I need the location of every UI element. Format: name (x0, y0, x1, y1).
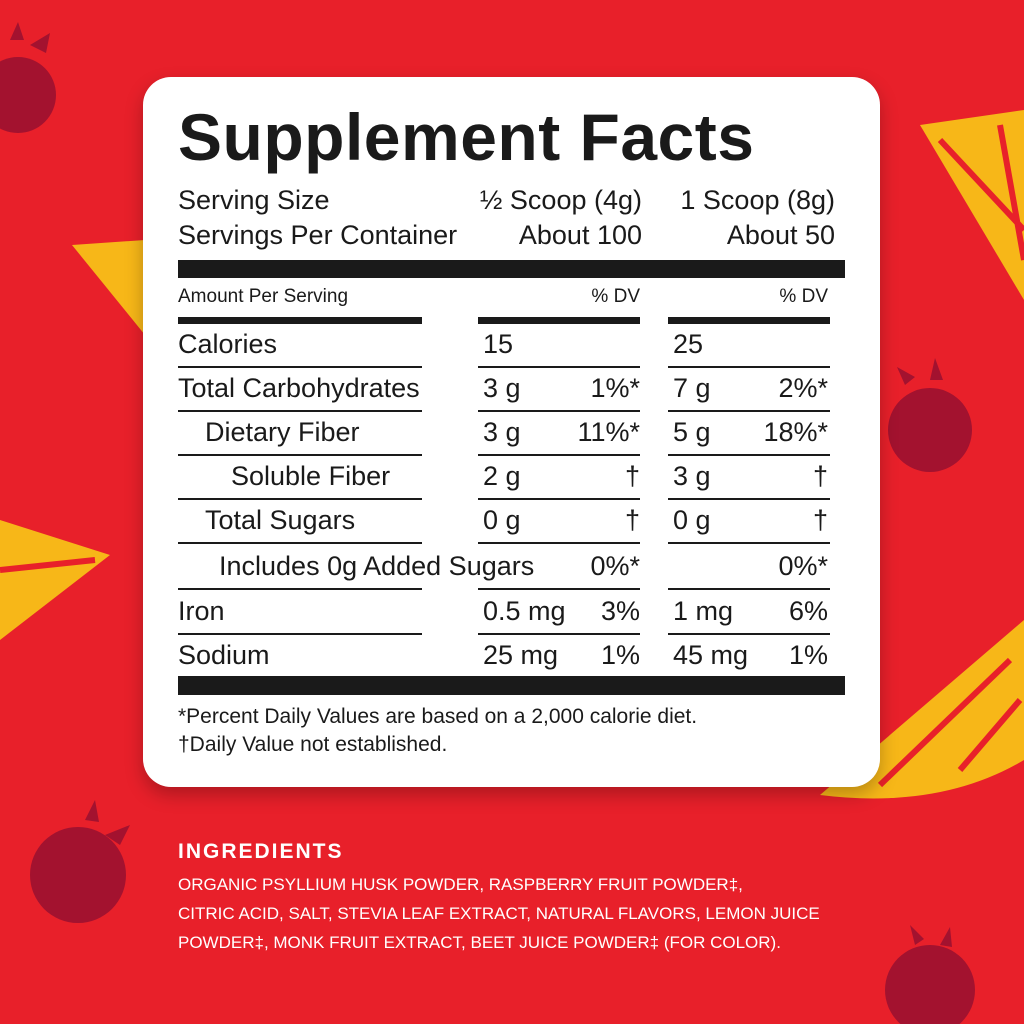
dv-half: 0%* (590, 551, 640, 581)
supplement-facts-card: Supplement Facts Serving Size ½ Scoop (4… (143, 77, 880, 787)
serving-size-label: Serving Size (178, 185, 330, 215)
row-divider (478, 410, 640, 412)
ingredients-line: CITRIC ACID, SALT, STEVIA LEAF EXTRACT, … (178, 904, 820, 923)
row-divider (178, 410, 422, 412)
amount-full: 0 g (673, 505, 711, 535)
dv-half: 1%* (590, 373, 640, 403)
row-divider (178, 588, 422, 590)
dv-full: 1% (788, 640, 828, 670)
raspberry-icon (888, 358, 972, 472)
nutrient-name: Total Sugars (205, 505, 356, 535)
amount-half: 15 (483, 329, 514, 359)
row-divider (478, 633, 640, 635)
nutrient-name: Dietary Fiber (205, 417, 360, 447)
row-divider (668, 410, 830, 412)
nutrient-name: Includes 0g Added Sugars (219, 551, 535, 581)
nutrient-name: Total Carbohydrates (178, 373, 420, 403)
footnote-dv: *Percent Daily Values are based on a 2,0… (178, 705, 698, 728)
amount-half: 0 g (483, 505, 521, 535)
dv-full: 2%* (778, 373, 828, 403)
nutrient-name: Soluble Fiber (231, 461, 391, 491)
dv-full: 0%* (778, 551, 828, 581)
dv-full: † (812, 505, 828, 535)
footnote-dagger: †Daily Value not established. (178, 733, 448, 756)
row-divider (178, 454, 422, 456)
row-divider (178, 498, 422, 500)
amount-half: 2 g (483, 461, 521, 491)
dv-half: † (624, 505, 640, 535)
thick-divider (178, 676, 845, 695)
serving-size-half: ½ Scoop (4g) (479, 185, 642, 215)
row-divider (178, 542, 422, 544)
thick-divider (178, 260, 845, 278)
row-divider (668, 498, 830, 500)
lemon-slice-icon (72, 240, 145, 335)
servings-full: About 50 (726, 220, 835, 250)
row-divider (478, 498, 640, 500)
dv-header-1: % DV (591, 286, 640, 307)
amount-full: 5 g (673, 417, 711, 447)
row-divider (668, 542, 830, 544)
amount-full: 45 mg (673, 640, 749, 670)
divider (178, 317, 422, 324)
nutrient-name: Iron (178, 596, 225, 626)
nutrient-name: Calories (178, 329, 278, 359)
row-divider (668, 366, 830, 368)
row-divider (478, 454, 640, 456)
dv-half: † (624, 461, 640, 491)
dv-half: 3% (600, 596, 640, 626)
row-divider (668, 588, 830, 590)
amount-full: 3 g (673, 461, 711, 491)
ingredients-line: ORGANIC PSYLLIUM HUSK POWDER, RASPBERRY … (178, 875, 743, 894)
row-divider (668, 633, 830, 635)
lemon-slice-icon (0, 520, 110, 640)
amount-full: 7 g (673, 373, 711, 403)
row-divider (668, 454, 830, 456)
row-divider (478, 588, 640, 590)
servings-half: About 100 (518, 220, 642, 250)
amount-half: 3 g (483, 417, 521, 447)
servings-label: Servings Per Container (178, 220, 458, 250)
row-divider (478, 542, 640, 544)
nutrient-name: Sodium (178, 640, 270, 670)
amount-full: 25 (673, 329, 704, 359)
amount-half: 0.5 mg (483, 596, 566, 626)
dv-header-2: % DV (779, 286, 828, 307)
dv-full: 6% (788, 596, 828, 626)
amount-full: 1 mg (673, 596, 734, 626)
dv-half: 11%* (577, 417, 640, 447)
row-divider (178, 366, 422, 368)
ingredients-line: POWDER‡, MONK FRUIT EXTRACT, BEET JUICE … (178, 933, 781, 952)
raspberry-icon (0, 22, 56, 133)
lemon-slice-icon (920, 110, 1024, 300)
row-divider (178, 633, 422, 635)
ingredients-heading: INGREDIENTS (178, 840, 344, 863)
dv-full: † (812, 461, 828, 491)
amount-half: 3 g (483, 373, 521, 403)
row-divider (478, 366, 640, 368)
facts-title: Supplement Facts (178, 100, 755, 174)
raspberry-icon (885, 925, 975, 1024)
divider (478, 317, 640, 324)
amount-half: 25 mg (483, 640, 559, 670)
raspberry-icon (30, 800, 130, 923)
amount-per-serving: Amount Per Serving (178, 286, 349, 307)
dv-full: 18%* (763, 417, 828, 447)
dv-half: 1% (600, 640, 640, 670)
serving-size-full: 1 Scoop (8g) (680, 185, 835, 215)
divider (668, 317, 830, 324)
